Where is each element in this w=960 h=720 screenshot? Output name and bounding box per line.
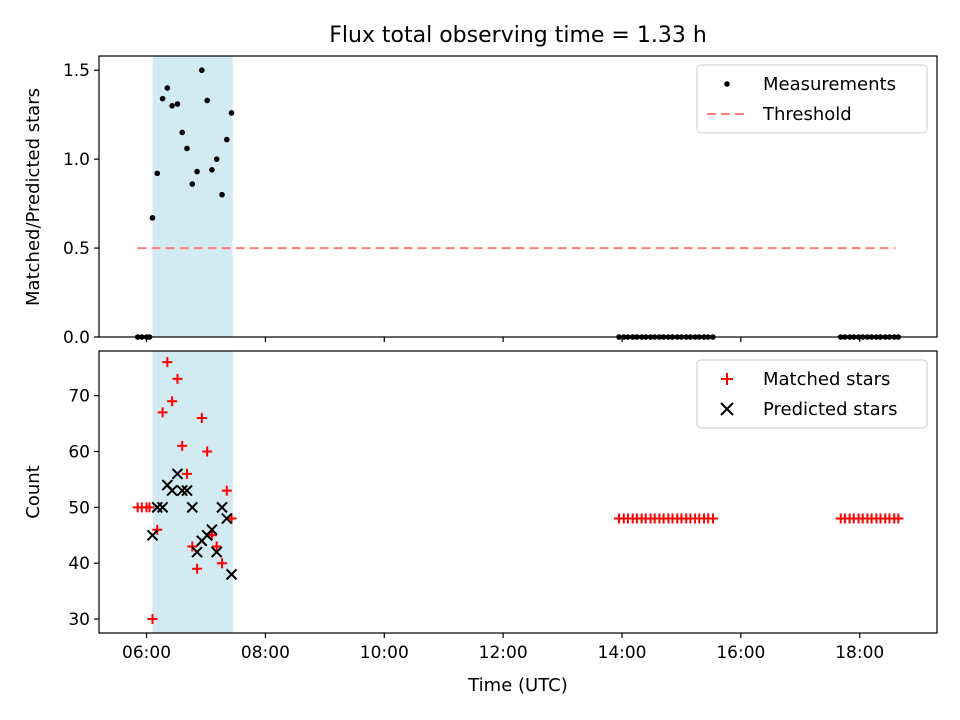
x-tick-label: 14:00 (598, 643, 647, 663)
legend-measurements-label: Measurements (763, 74, 896, 95)
matched-stars-point (211, 541, 222, 552)
predicted-stars-point (206, 523, 218, 536)
chart-title: Flux total observing time = 1.33 h (329, 23, 707, 48)
x-tick-label: 08:00 (241, 643, 290, 663)
matched-stars-point (167, 396, 178, 407)
x-tick-label: 10:00 (360, 643, 409, 663)
bottom-y-tick-label: 60 (68, 443, 90, 463)
x-tick-label: 18:00 (835, 643, 884, 663)
predicted-stars-point (221, 512, 233, 525)
matched-stars-point (181, 468, 192, 479)
predicted-stars-point (156, 501, 169, 514)
top-y-tick-label: 1.0 (63, 150, 90, 170)
measurements-point (164, 85, 171, 91)
legend-predicted-stars-label: Predicted stars (763, 399, 897, 420)
x-axis-label: Time (UTC) (467, 675, 568, 696)
predicted-stars-point (171, 468, 184, 480)
measurements-point (223, 136, 230, 143)
measurements-point (174, 101, 181, 107)
measurements-point (213, 156, 220, 162)
matched-stars-point (707, 513, 718, 524)
matched-stars-point (144, 502, 155, 513)
matched-stars-point (221, 485, 232, 496)
predicted-stars-point (166, 484, 178, 497)
measurements-point (204, 97, 210, 104)
measurements-point (154, 170, 161, 177)
predicted-stars-point (216, 501, 228, 514)
bottom-panel: 30 40 50 60 70 06:00 08:00 10:00 12:00 14:00 16:00… (23, 350, 938, 663)
matched-stars-point (177, 440, 188, 451)
matched-stars-point (226, 513, 237, 524)
predicted-stars-point (146, 529, 159, 541)
measurements-point (179, 129, 186, 136)
matched-stars-point (147, 614, 158, 625)
measurements-point (149, 215, 156, 221)
top-axes-frame (98, 55, 938, 338)
predicted-stars-point (181, 484, 193, 497)
predicted-stars-point (186, 501, 199, 514)
matched-stars-point (162, 357, 173, 368)
top-y-tick-label: 1.5 (63, 61, 90, 81)
x-tick-label: 12:00 (479, 643, 528, 663)
bottom-axes-frame (98, 350, 938, 634)
measurements-point (219, 191, 225, 198)
top-y-tick-label: 0.5 (63, 239, 90, 259)
legend-predicted-stars-swatch (720, 402, 734, 416)
bottom-y-axis-label: Count (23, 465, 44, 518)
matched-stars-point (152, 524, 163, 535)
measurements-point (184, 145, 190, 152)
bottom-y-tick-label: 30 (68, 610, 90, 630)
measurements-point (189, 181, 196, 187)
legend-threshold-label: Threshold (762, 104, 852, 125)
matched-stars-point (192, 563, 203, 574)
bottom-y-tick-label: 70 (68, 387, 90, 407)
legend-matched-stars-swatch (721, 373, 733, 385)
top-y-tick-label: 0.0 (63, 328, 90, 348)
matched-stars-point (893, 513, 904, 524)
legend-matched-stars-label: Matched stars (763, 369, 890, 390)
measurements-point (209, 167, 215, 173)
predicted-stars-point (210, 546, 223, 558)
predicted-stars-point (176, 484, 188, 497)
measurements-point (199, 67, 205, 74)
top-legend (696, 64, 928, 134)
x-tick-label: 16:00 (716, 643, 765, 663)
matched-stars-point (196, 413, 207, 424)
top-observing-span (152, 56, 233, 337)
measurements-point (194, 168, 200, 175)
matched-stars-point (172, 373, 183, 384)
measurements-point (169, 102, 175, 109)
matched-stars-point (187, 541, 198, 552)
matched-stars-point (217, 558, 228, 569)
bottom-legend (696, 359, 928, 429)
bottom-y-tick-label: 40 (68, 554, 90, 574)
bottom-observing-span (152, 351, 233, 633)
legend-measurements-swatch (724, 81, 730, 87)
bottom-y-tick-label: 50 (68, 498, 90, 518)
matched-stars-point (157, 407, 168, 418)
measurements-point (159, 95, 166, 102)
x-tick-label: 06:00 (122, 643, 171, 663)
predicted-stars-point (225, 568, 238, 581)
measurements-point (228, 110, 235, 116)
top-panel: 0.0 0.5 1.0 1.5 Matched/Predicted stars Measu… (23, 55, 938, 348)
top-y-axis-label: Matched/Predicted stars (23, 88, 44, 306)
predicted-stars-point (191, 546, 203, 558)
matched-stars-point (202, 446, 213, 457)
matched-stars-point (206, 530, 217, 541)
